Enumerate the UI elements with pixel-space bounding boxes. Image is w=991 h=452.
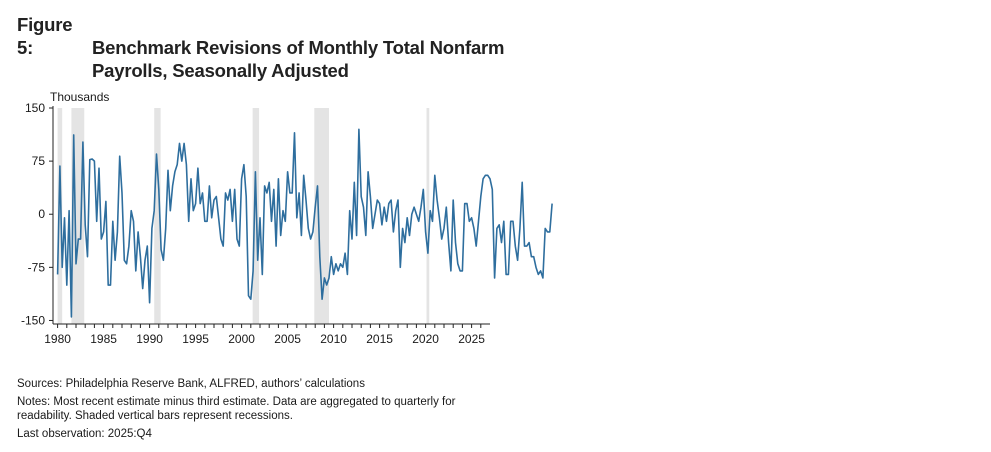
x-tick-label: 2015 bbox=[366, 332, 393, 346]
x-tick-label: 2025 bbox=[458, 332, 485, 346]
notes-text-line-2: readability. Shaded vertical bars repres… bbox=[17, 410, 293, 422]
x-tick-label: 1980 bbox=[44, 332, 71, 346]
last-observation-text: Last observation: 2025:Q4 bbox=[17, 427, 152, 440]
y-tick-label: -75 bbox=[28, 260, 46, 274]
recession-bar-2 bbox=[154, 108, 161, 324]
x-tick-label: 1990 bbox=[136, 332, 163, 346]
series-line-0 bbox=[56, 128, 553, 318]
sources-text: Sources: Philadelphia Reserve Bank, ALFR… bbox=[17, 378, 365, 390]
y-axis-ticks: 150 75 0 -75 -150 bbox=[21, 101, 53, 327]
x-tick-label: 2000 bbox=[228, 332, 255, 346]
series-layer bbox=[56, 128, 553, 318]
recession-bar-5 bbox=[426, 108, 430, 324]
x-axis-ticks: 1980 1985 1990 1995 2000 2005 2010 2015 2020 2025 bbox=[44, 324, 485, 346]
figure-number: Figure 5: bbox=[17, 14, 73, 58]
y-tick-label: 75 bbox=[32, 154, 46, 168]
y-tick-label: -150 bbox=[21, 313, 45, 327]
x-tick-label: 1985 bbox=[90, 332, 117, 346]
x-tick-label: 1995 bbox=[182, 332, 209, 346]
notes-text-line-1: Notes: Most recent estimate minus third … bbox=[17, 395, 456, 408]
recession-bars bbox=[57, 108, 430, 324]
recession-bar-4 bbox=[314, 108, 329, 324]
line-chart: Thousands 150 75 0 -75 -150 1980 1985 1990 1995… bbox=[21, 90, 553, 346]
y-axis-label: Thousands bbox=[50, 90, 109, 104]
footer-notes: Sources: Philadelphia Reserve Bank, ALFR… bbox=[17, 377, 577, 441]
x-tick-label: 2020 bbox=[412, 332, 439, 346]
title-line-1: Benchmark Revisions of Monthly Total Non… bbox=[92, 37, 505, 58]
chart-title: Figure 5: Benchmark Revisions of Monthly … bbox=[17, 13, 537, 82]
x-tick-label: 2005 bbox=[274, 332, 301, 346]
x-tick-label: 2010 bbox=[320, 332, 347, 346]
y-tick-label: 0 bbox=[38, 207, 45, 221]
y-tick-label: 150 bbox=[25, 101, 45, 115]
title-line-2: Payrolls, Seasonally Adjusted bbox=[92, 60, 349, 81]
recession-bar-0 bbox=[57, 108, 63, 324]
